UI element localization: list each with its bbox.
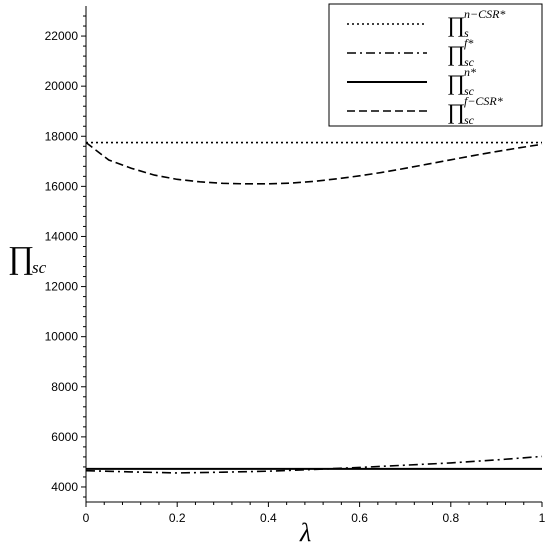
axes: 4000 6000 8000 10000 12000 14000 16000 18000 200…	[45, 6, 546, 525]
legend-label-sup: f*	[464, 36, 473, 50]
y-tick-label: 6000	[51, 430, 78, 444]
legend-label-sub: sc	[464, 55, 475, 69]
legend-label-sub: s	[464, 26, 469, 40]
y-axis-label-sub: sc	[32, 258, 47, 277]
legend-label-sub: sc	[464, 84, 475, 98]
legend-label-main: ∏	[447, 41, 465, 66]
axis-labels: ∏ sc λ	[8, 239, 311, 547]
legend-label-main: ∏	[447, 99, 465, 124]
x-axis-label: λ	[299, 518, 311, 547]
legend-box	[328, 3, 543, 127]
y-tick-label: 20000	[45, 79, 79, 93]
series-layer	[85, 141, 543, 474]
y-tick-label: 16000	[45, 179, 79, 193]
y-tick-label: 12000	[45, 280, 79, 294]
y-tick-label: 14000	[45, 229, 79, 243]
legend: ∏n−CSR*s∏f*sc∏n*sc∏f−CSR*sc	[328, 3, 543, 127]
legend-label-sup: n−CSR*	[464, 7, 505, 21]
legend-label-sup: n*	[464, 65, 476, 79]
legend-label-sup: f−CSR*	[464, 94, 503, 108]
y-tick-label: 8000	[51, 380, 78, 394]
y-tick-label: 4000	[51, 480, 78, 494]
x-tick-label: 1	[539, 511, 546, 525]
legend-label-sub: sc	[464, 113, 475, 127]
y-tick-label: 10000	[45, 330, 79, 344]
series-line-2	[85, 455, 543, 474]
y-tick-label: 18000	[45, 129, 79, 143]
x-tick-label: 0.6	[351, 511, 368, 525]
x-tick-label: 0	[83, 511, 90, 525]
legend-label-main: ∏	[447, 12, 465, 37]
x-tick-label: 0.8	[442, 511, 459, 525]
legend-label-main: ∏	[447, 70, 465, 95]
y-tick-label: 22000	[45, 29, 79, 43]
x-tick-label: 0.2	[169, 511, 186, 525]
y-axis-label-main: ∏	[8, 239, 34, 275]
x-tick-label: 0.4	[260, 511, 277, 525]
series-line-4	[85, 141, 543, 185]
